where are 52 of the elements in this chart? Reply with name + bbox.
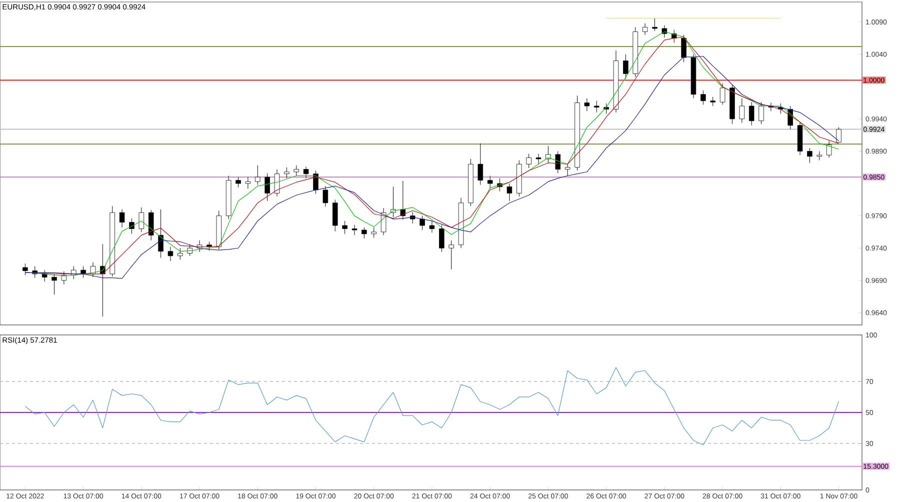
candlestick — [294, 165, 299, 176]
candlestick — [478, 143, 484, 186]
candlestick — [429, 220, 435, 233]
candlestick — [284, 167, 290, 179]
candlestick — [158, 209, 164, 258]
candlestick — [555, 150, 560, 174]
candlestick — [22, 263, 28, 276]
candlestick — [758, 102, 764, 124]
candlestick — [487, 176, 493, 189]
candlestick — [506, 183, 512, 202]
candlestick — [61, 271, 67, 285]
candlestick — [264, 172, 270, 202]
candlestick — [342, 220, 348, 234]
candlestick — [700, 90, 706, 105]
candlestick — [245, 176, 251, 189]
candlestick — [739, 98, 745, 124]
candlestick — [826, 140, 832, 158]
candlestick — [52, 274, 57, 295]
candlestick — [807, 148, 812, 164]
candlestick — [236, 176, 241, 188]
candlestick — [681, 34, 686, 62]
candlestick — [439, 224, 444, 252]
candlestick — [274, 169, 280, 197]
candlestick — [836, 127, 842, 142]
candlestick — [352, 224, 358, 236]
candlestick — [119, 209, 125, 228]
candlestick — [720, 83, 726, 105]
candlestick — [178, 248, 183, 260]
candlestick — [710, 96, 716, 106]
candlestick — [322, 186, 328, 208]
candlestick — [584, 98, 590, 112]
candlestick — [255, 165, 260, 186]
candlestick — [448, 240, 454, 270]
candlestick — [303, 166, 309, 179]
candlestick — [642, 23, 648, 36]
candlestick — [168, 246, 174, 262]
candlestick — [138, 207, 144, 232]
candlestick — [594, 100, 600, 113]
candlestick — [148, 210, 154, 241]
candlestick — [187, 244, 192, 256]
candlestick — [564, 164, 570, 176]
candlestick — [362, 227, 367, 239]
line-series — [24, 367, 840, 446]
candlestick — [748, 102, 754, 126]
candlestick — [371, 227, 376, 238]
candlestick — [652, 18, 658, 32]
candlestick — [536, 154, 542, 164]
candlestick — [526, 154, 532, 168]
candlestick — [816, 150, 822, 161]
candlestick — [420, 216, 425, 230]
candlestick — [332, 199, 338, 232]
candlestick — [623, 54, 628, 80]
